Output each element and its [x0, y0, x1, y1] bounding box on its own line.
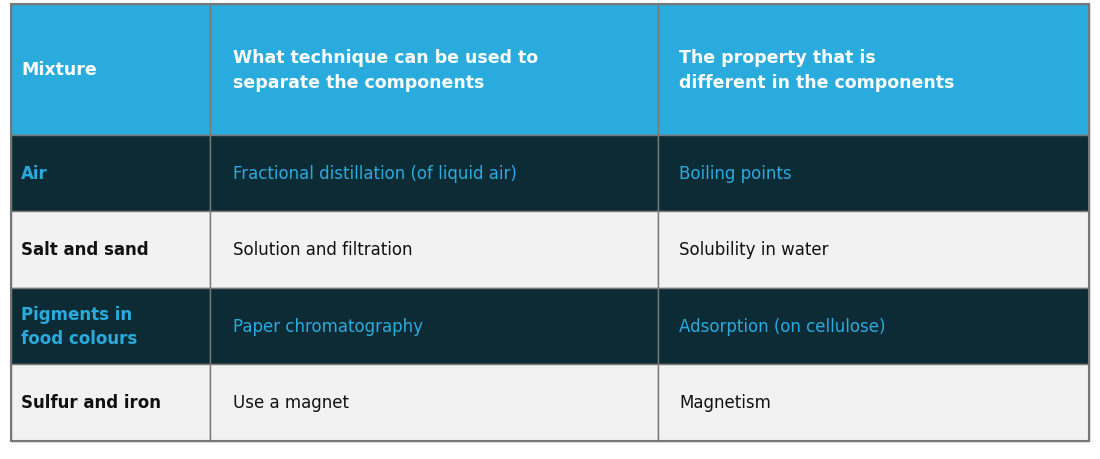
- Bar: [11, 364, 210, 441]
- Bar: [210, 5, 658, 135]
- Text: The property that is
different in the components: The property that is different in the co…: [680, 49, 955, 91]
- Bar: [210, 288, 658, 364]
- Bar: [210, 364, 658, 441]
- Text: Salt and sand: Salt and sand: [21, 241, 148, 259]
- Bar: [11, 288, 210, 364]
- Bar: [11, 135, 210, 212]
- Text: Paper chromatography: Paper chromatography: [233, 317, 422, 335]
- Bar: [658, 5, 1089, 135]
- Bar: [658, 288, 1089, 364]
- Text: Mixture: Mixture: [21, 61, 97, 79]
- Text: Boiling points: Boiling points: [680, 165, 792, 183]
- Bar: [210, 212, 658, 288]
- Text: Pigments in
food colours: Pigments in food colours: [21, 305, 138, 347]
- Text: Magnetism: Magnetism: [680, 393, 771, 411]
- Text: What technique can be used to
separate the components: What technique can be used to separate t…: [233, 49, 538, 91]
- Bar: [658, 212, 1089, 288]
- Bar: [11, 212, 210, 288]
- Text: Fractional distillation (of liquid air): Fractional distillation (of liquid air): [233, 165, 517, 183]
- Bar: [658, 135, 1089, 212]
- Text: Air: Air: [21, 165, 47, 183]
- Text: Adsorption (on cellulose): Adsorption (on cellulose): [680, 317, 886, 335]
- Bar: [210, 135, 658, 212]
- Text: Use a magnet: Use a magnet: [233, 393, 349, 411]
- Text: Solution and filtration: Solution and filtration: [233, 241, 412, 259]
- Bar: [658, 364, 1089, 441]
- Bar: [11, 5, 210, 135]
- Text: Sulfur and iron: Sulfur and iron: [21, 393, 161, 411]
- Text: Solubility in water: Solubility in water: [680, 241, 829, 259]
